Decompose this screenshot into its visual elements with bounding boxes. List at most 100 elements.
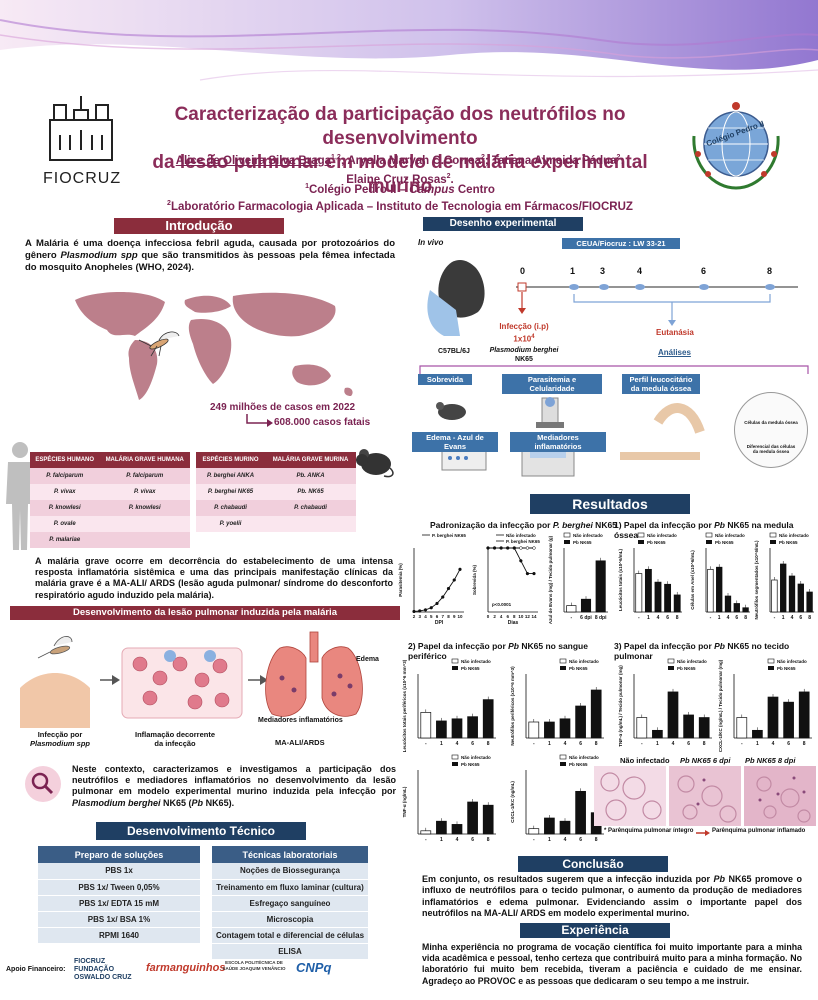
table-row: RPMI 1640 xyxy=(38,927,200,944)
x-tick-label: 4 xyxy=(456,741,459,747)
legend-label-pb: Pb NK65 xyxy=(461,666,480,671)
x-tick-label: - xyxy=(425,741,427,747)
legend-swatch-pb xyxy=(706,540,712,544)
day-8: 8 xyxy=(767,266,773,276)
table-row: Contagem total e diferencial de células xyxy=(212,927,368,944)
legend-label-uninfected: Não infectado xyxy=(569,755,599,760)
y-axis-label: Neutrófilos periféricos (x10^6 mm^3) xyxy=(510,666,515,746)
timeline-diagram xyxy=(427,260,798,336)
table-row: P. yoelii xyxy=(196,516,356,532)
x-tick-label: 9 xyxy=(453,614,456,619)
table-cell: PBS 1x/ Tween 0,05% xyxy=(38,879,200,896)
table-cell: PBS 1x/ BSA 1% xyxy=(38,911,200,928)
funding-logo-farmanguinhos: farmanguinhos xyxy=(146,962,226,974)
x-tick-label: - xyxy=(533,741,535,747)
table-row: ELISA xyxy=(212,943,368,960)
table-row: Noções de Biossegurança xyxy=(212,863,368,880)
x-tick-label: - xyxy=(641,741,643,747)
y-axis-label: Azul de Evans (mg) / Tecido pulmonar (g) xyxy=(548,535,553,624)
x-tick-label: 0 xyxy=(487,614,490,619)
bar xyxy=(566,605,577,613)
table-cell: P. vivax xyxy=(30,484,100,500)
bar xyxy=(788,575,796,613)
author-4-end: . xyxy=(450,173,454,186)
data-point xyxy=(532,571,536,576)
x-tick-label: 6 xyxy=(471,741,474,747)
x-tick-label: 10 xyxy=(457,614,463,619)
x-tick-label: 2 xyxy=(413,614,416,619)
experience-heading: Experiência xyxy=(520,923,670,938)
funding-logo-cnpq: CNPq xyxy=(296,960,332,975)
world-map-illustration xyxy=(75,292,353,400)
histo-label-1: Não infectado xyxy=(620,756,670,765)
intro-text-a: A Malária é uma doença infecciosa febril… xyxy=(25,238,395,261)
analyses-bracket xyxy=(419,365,809,374)
mediators-label: Mediadores inflamatórios xyxy=(258,717,343,724)
legend-label-pb: Pb NK65 xyxy=(569,762,588,767)
x-tick-label: 8 dpi xyxy=(595,615,607,621)
context-text-c: NK65 ( xyxy=(160,797,192,808)
bar xyxy=(595,560,606,613)
p2-title-c: NK65 no sangue periférico xyxy=(408,641,588,661)
x-tick-label: 4 xyxy=(657,615,660,621)
bar xyxy=(528,828,540,835)
cases-count: 249 milhões de casos em 2022 xyxy=(210,402,356,413)
intro-text-c: que são transmitidos às pessoas pela fêm… xyxy=(25,250,396,273)
y-axis-label: CXCL-1/KC (ng/mL) / Tecido pulmonar (mg) xyxy=(718,659,723,752)
techniques-table: Técnicas laboratoriais Noções de Biosseg… xyxy=(212,846,368,960)
context-text-b: Plasmodium berghei xyxy=(72,797,161,808)
bar xyxy=(806,591,813,613)
x-tick-label: - xyxy=(638,615,640,621)
table-row: Esfregaço sanguíneo xyxy=(212,895,368,912)
std-title-a: Padronização da infecção por xyxy=(430,520,553,530)
table-cell: P. yoelii xyxy=(196,516,266,532)
bar xyxy=(798,691,810,739)
table-cell xyxy=(265,516,356,532)
data-point xyxy=(519,546,523,550)
x-tick-label: 4 xyxy=(564,837,567,843)
std-title-c: NK65 xyxy=(592,520,617,530)
title-line-1: Caracterização da participação dos neutr… xyxy=(174,104,626,149)
chart-serum-cxcl1: CXCL-1/KC (ng/mL) Não infectado Pb NK65 - 1 4… xyxy=(510,754,604,843)
legend-label-uninfected: Não infectado xyxy=(573,533,603,538)
x-tick-label: 1 xyxy=(647,615,650,621)
bar xyxy=(767,696,779,739)
analyses-link: Análises xyxy=(658,348,691,357)
bar xyxy=(733,603,740,613)
chart-lung-tnf: TNF-α (ng/mL) / Tecido pulmonar (mg) Não … xyxy=(618,658,712,747)
legend-swatch-pb xyxy=(638,540,644,544)
x-tick-label: 6 xyxy=(579,741,582,747)
y-axis-label: TNF-α (ng/mL) / Tecido pulmonar (mg) xyxy=(618,665,623,747)
x-tick-label: 6 xyxy=(687,741,690,747)
data-point xyxy=(486,546,490,550)
x-tick-label: 8 xyxy=(744,615,747,621)
bar xyxy=(528,721,540,739)
bar xyxy=(580,598,592,613)
table-cell: PBS 1x xyxy=(38,863,200,880)
techniques-header: Técnicas laboratoriais xyxy=(212,846,368,863)
lung-title: 3) Papel da infecção por Pb NK65 no teci… xyxy=(614,641,818,661)
poster-title: Caracterização da participação dos neutr… xyxy=(120,103,680,199)
x-tick-label: 6 xyxy=(666,615,669,621)
legend-swatch-pb xyxy=(770,540,776,544)
x-tick-label: 6 xyxy=(735,615,738,621)
box-bone-marrow: Perfil leucocitário da medula óssea xyxy=(622,374,700,394)
author-3-end: ; xyxy=(620,154,625,167)
blood-title: 2) Papel da infecção por Pb NK65 no sang… xyxy=(408,641,608,661)
x-tick-label: 1 xyxy=(548,741,551,747)
affil-1-campus: Campus xyxy=(409,183,455,196)
table-row: P. chabaudi P. chabaudi xyxy=(196,500,356,516)
inflammation-label-b: da infecção xyxy=(154,739,196,748)
day-0: 0 xyxy=(520,266,526,276)
data-point xyxy=(512,546,516,550)
bar xyxy=(420,830,432,835)
x-tick-label: 10 xyxy=(518,614,524,619)
legend-label-uninfected: Não infectado xyxy=(779,533,809,538)
histology-images xyxy=(594,766,816,826)
infection-label-b: Plasmodium spp xyxy=(29,739,90,748)
data-point xyxy=(458,567,462,571)
standardization-title: Padronização da infecção por P. berghei … xyxy=(430,520,617,530)
bar xyxy=(644,568,652,613)
histo-legend-1-text: Parênquima pulmonar íntegro xyxy=(608,828,694,834)
bar xyxy=(716,566,723,613)
